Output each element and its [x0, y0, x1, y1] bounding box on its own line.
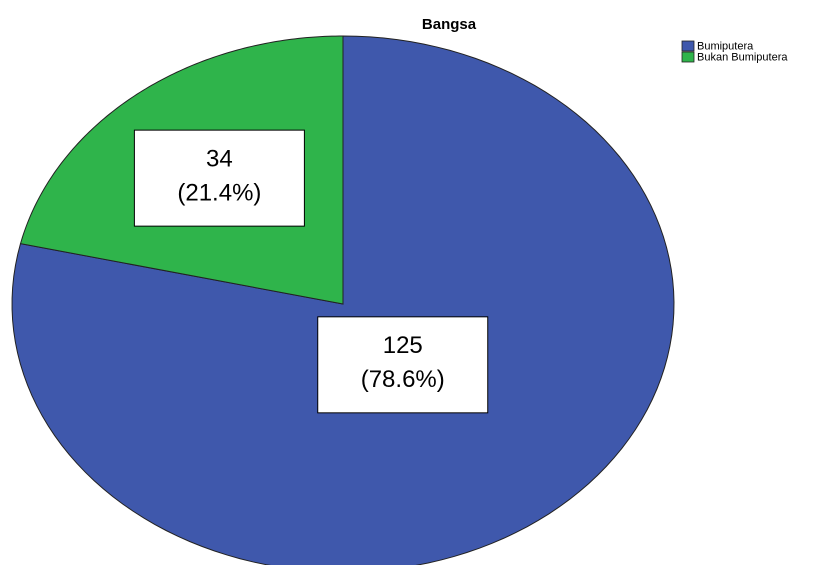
legend-swatch [681, 40, 695, 52]
legend-label: Bukan Bumiputera [697, 51, 788, 63]
label-box [317, 316, 489, 414]
label-box [133, 129, 305, 227]
chart-title: Bangsa [422, 16, 477, 33]
value-label: 125 [383, 332, 423, 359]
value-label: 34 [206, 145, 233, 172]
percent-label: (21.4%) [177, 179, 261, 206]
percent-label: (78.6%) [361, 366, 445, 393]
legend-swatch [681, 51, 695, 63]
legend-label: Bumiputera [697, 40, 754, 52]
